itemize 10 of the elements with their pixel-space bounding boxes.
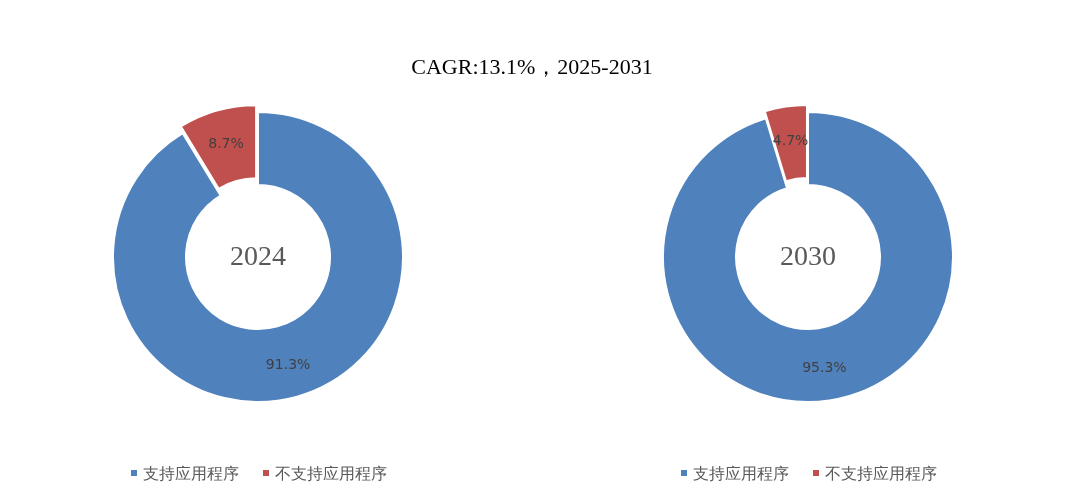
legend-label: 不支持应用程序	[275, 463, 387, 483]
text: CAGR:13.1%，2025-2031	[410, 53, 654, 81]
data-label: 91.3%	[265, 356, 311, 373]
legend-label: 支持应用程序	[693, 463, 789, 483]
text: 2024	[230, 239, 286, 271]
legend-label: 支持应用程序	[143, 463, 239, 483]
legend-label: 不支持应用程序	[825, 463, 937, 483]
data-label: 95.3%	[802, 359, 847, 376]
data-label: 8.7%	[208, 134, 244, 151]
text: 2030	[780, 239, 836, 271]
